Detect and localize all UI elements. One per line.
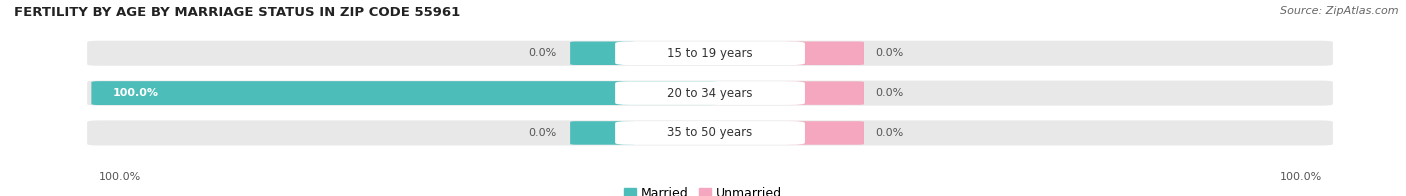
FancyBboxPatch shape bbox=[785, 42, 863, 65]
Legend: Married, Unmarried: Married, Unmarried bbox=[619, 182, 787, 196]
Text: 35 to 50 years: 35 to 50 years bbox=[668, 126, 752, 139]
Text: FERTILITY BY AGE BY MARRIAGE STATUS IN ZIP CODE 55961: FERTILITY BY AGE BY MARRIAGE STATUS IN Z… bbox=[14, 6, 460, 19]
FancyBboxPatch shape bbox=[571, 42, 636, 65]
FancyBboxPatch shape bbox=[616, 81, 806, 105]
FancyBboxPatch shape bbox=[785, 121, 863, 145]
Text: 15 to 19 years: 15 to 19 years bbox=[668, 47, 752, 60]
Text: 0.0%: 0.0% bbox=[876, 128, 904, 138]
Text: 100.0%: 100.0% bbox=[1279, 172, 1322, 182]
Text: 20 to 34 years: 20 to 34 years bbox=[668, 87, 752, 100]
FancyBboxPatch shape bbox=[785, 81, 863, 105]
FancyBboxPatch shape bbox=[571, 121, 636, 145]
FancyBboxPatch shape bbox=[87, 41, 1333, 66]
FancyBboxPatch shape bbox=[616, 41, 806, 65]
FancyBboxPatch shape bbox=[91, 81, 717, 105]
FancyBboxPatch shape bbox=[87, 81, 1333, 106]
Text: 100.0%: 100.0% bbox=[112, 88, 159, 98]
FancyBboxPatch shape bbox=[616, 121, 806, 145]
FancyBboxPatch shape bbox=[87, 120, 1333, 145]
Text: 0.0%: 0.0% bbox=[527, 48, 557, 58]
Text: 100.0%: 100.0% bbox=[98, 172, 141, 182]
Text: 0.0%: 0.0% bbox=[876, 48, 904, 58]
Text: 0.0%: 0.0% bbox=[876, 88, 904, 98]
Text: 0.0%: 0.0% bbox=[527, 128, 557, 138]
Text: Source: ZipAtlas.com: Source: ZipAtlas.com bbox=[1281, 6, 1399, 16]
